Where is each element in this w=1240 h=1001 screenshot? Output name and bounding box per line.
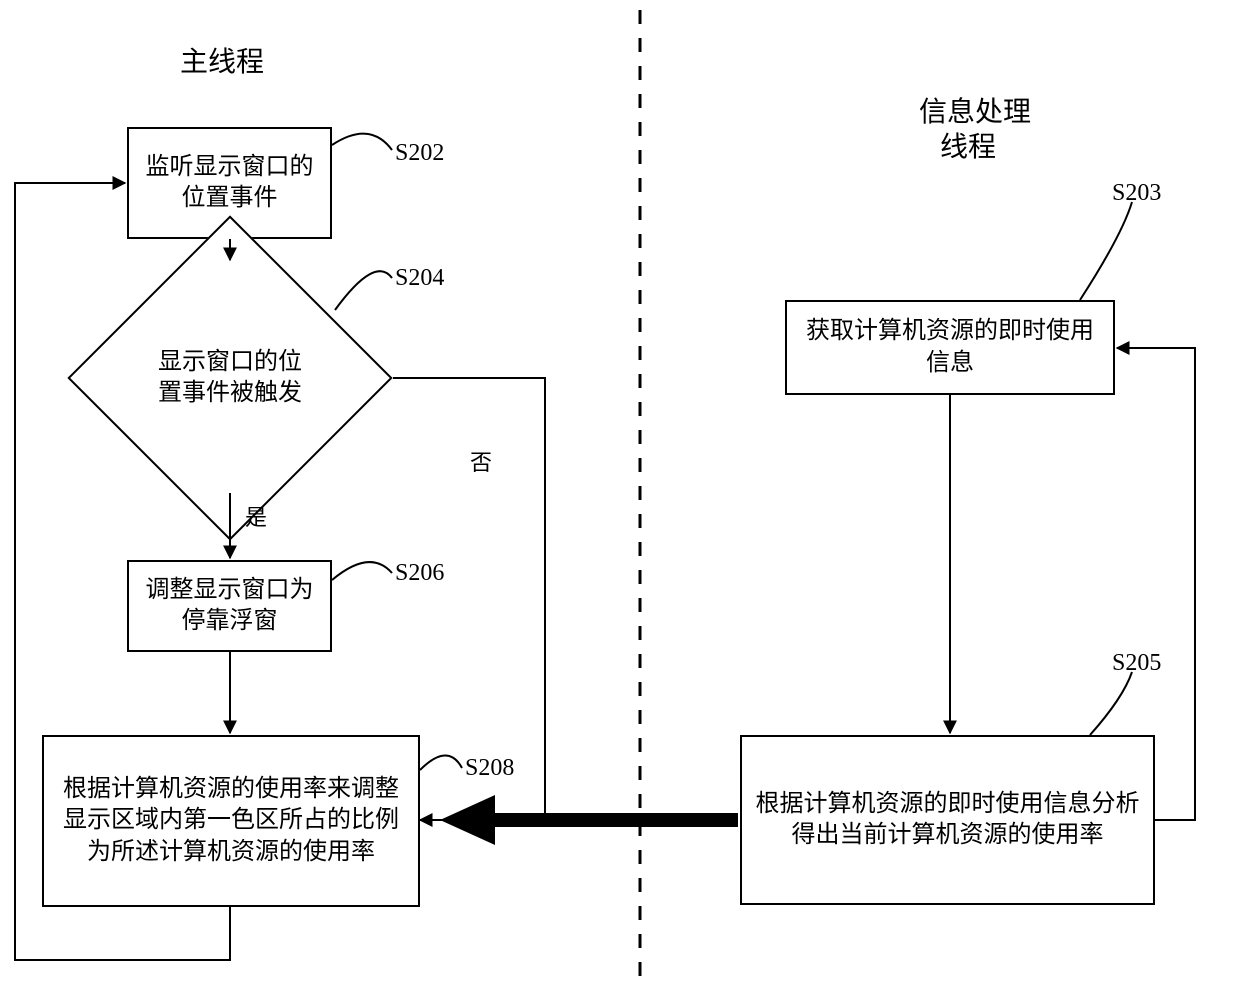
curve-s206: [332, 562, 392, 580]
heading-right-text: 信息处理 线程: [919, 97, 1031, 163]
curve-s208: [420, 755, 462, 770]
node-s204: 显示窗口的位置事件被触发: [115, 263, 345, 493]
heading-left-text: 主线程: [180, 47, 264, 78]
node-s202-text: 监听显示窗口的位置事件: [137, 152, 322, 214]
node-s208: 根据计算机资源的使用率来调整显示区域内第一色区所占的比例为所述计算机资源的使用率: [42, 735, 420, 907]
label-s204-yes: 是: [245, 500, 267, 532]
curve-s203: [1080, 202, 1132, 300]
label-s208: S208: [465, 755, 514, 782]
curve-s205: [1090, 672, 1132, 735]
heading-main-thread: 主线程: [180, 40, 264, 80]
node-s206: 调整显示窗口为停靠浮窗: [127, 560, 332, 652]
curve-s202: [332, 134, 392, 150]
label-s206: S206: [395, 560, 444, 587]
node-s205-text: 根据计算机资源的即时使用信息分析得出当前计算机资源的使用率: [750, 789, 1145, 851]
node-s203: 获取计算机资源的即时使用信息: [785, 300, 1115, 395]
heading-info-thread: 信息处理 线程: [905, 60, 1031, 165]
node-s206-text: 调整显示窗口为停靠浮窗: [137, 575, 322, 637]
edge-thick-s205-s208: [440, 795, 738, 845]
node-s204-text: 显示窗口的位置事件被触发: [155, 347, 305, 409]
label-s202: S202: [395, 140, 444, 167]
label-s205: S205: [1112, 650, 1161, 677]
node-s208-text: 根据计算机资源的使用率来调整显示区域内第一色区所占的比例为所述计算机资源的使用率: [52, 774, 410, 868]
node-s203-text: 获取计算机资源的即时使用信息: [795, 316, 1105, 378]
node-s205: 根据计算机资源的即时使用信息分析得出当前计算机资源的使用率: [740, 735, 1155, 905]
label-s204-no: 否: [470, 445, 492, 477]
label-s204: S204: [395, 265, 444, 292]
node-s204-text-wrap: 显示窗口的位置事件被触发: [115, 263, 345, 493]
label-s203: S203: [1112, 180, 1161, 207]
